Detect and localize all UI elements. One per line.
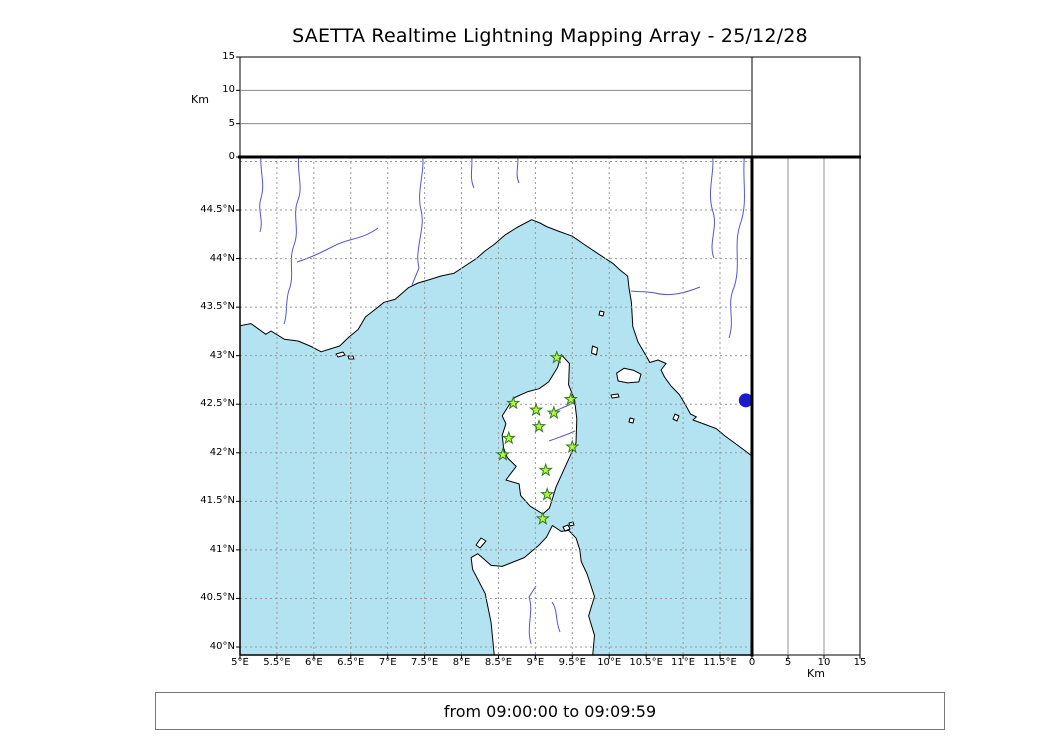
mainland-coast	[240, 157, 752, 457]
figure-title: SAETTA Realtime Lightning Mapping Array …	[292, 25, 808, 47]
blue-dot-marker	[738, 393, 752, 408]
capraia-island	[591, 345, 598, 356]
station-star	[528, 402, 544, 417]
station-star	[531, 419, 547, 433]
altitude-unit-label-bottom: Km	[807, 667, 825, 680]
map-gridlines	[240, 157, 752, 655]
altitude-histogram-panel	[751, 56, 861, 158]
river	[283, 157, 301, 325]
maddalena-islands	[562, 521, 575, 532]
asinara-island	[475, 537, 487, 549]
river	[710, 157, 715, 259]
elba-island	[616, 367, 642, 384]
montecristo-island	[628, 417, 635, 424]
altitude-unit-label-top: Km	[191, 93, 209, 106]
extra-markers	[738, 393, 752, 408]
gorgona-island	[598, 310, 605, 317]
axis-ticks	[236, 56, 861, 659]
river	[516, 157, 520, 184]
river	[728, 157, 745, 339]
corsica-island	[501, 354, 578, 515]
station-star	[538, 462, 553, 477]
map-panel	[240, 157, 752, 655]
station-star	[495, 447, 511, 461]
station-markers	[495, 350, 580, 525]
altitude-lat-panel	[751, 156, 861, 656]
river	[551, 601, 561, 633]
time-window-box: from 09:00:00 to 09:09:59	[155, 692, 945, 730]
river	[528, 585, 537, 645]
giglio-island	[672, 413, 680, 422]
river	[470, 157, 475, 189]
river	[630, 286, 701, 296]
station-star	[535, 511, 550, 525]
station-star	[546, 405, 562, 420]
river	[259, 157, 264, 233]
time-window-text: from 09:00:00 to 09:09:59	[443, 701, 657, 721]
altitude-lon-panel	[239, 56, 753, 158]
station-star	[565, 439, 580, 454]
station-star	[506, 395, 521, 410]
station-star	[563, 391, 579, 406]
altitude-gridlines	[240, 89, 825, 655]
pianosa-island	[610, 393, 620, 399]
river	[296, 227, 379, 263]
rivers	[259, 157, 745, 645]
station-star	[501, 430, 516, 445]
station-star	[540, 486, 555, 501]
station-star	[549, 350, 564, 364]
